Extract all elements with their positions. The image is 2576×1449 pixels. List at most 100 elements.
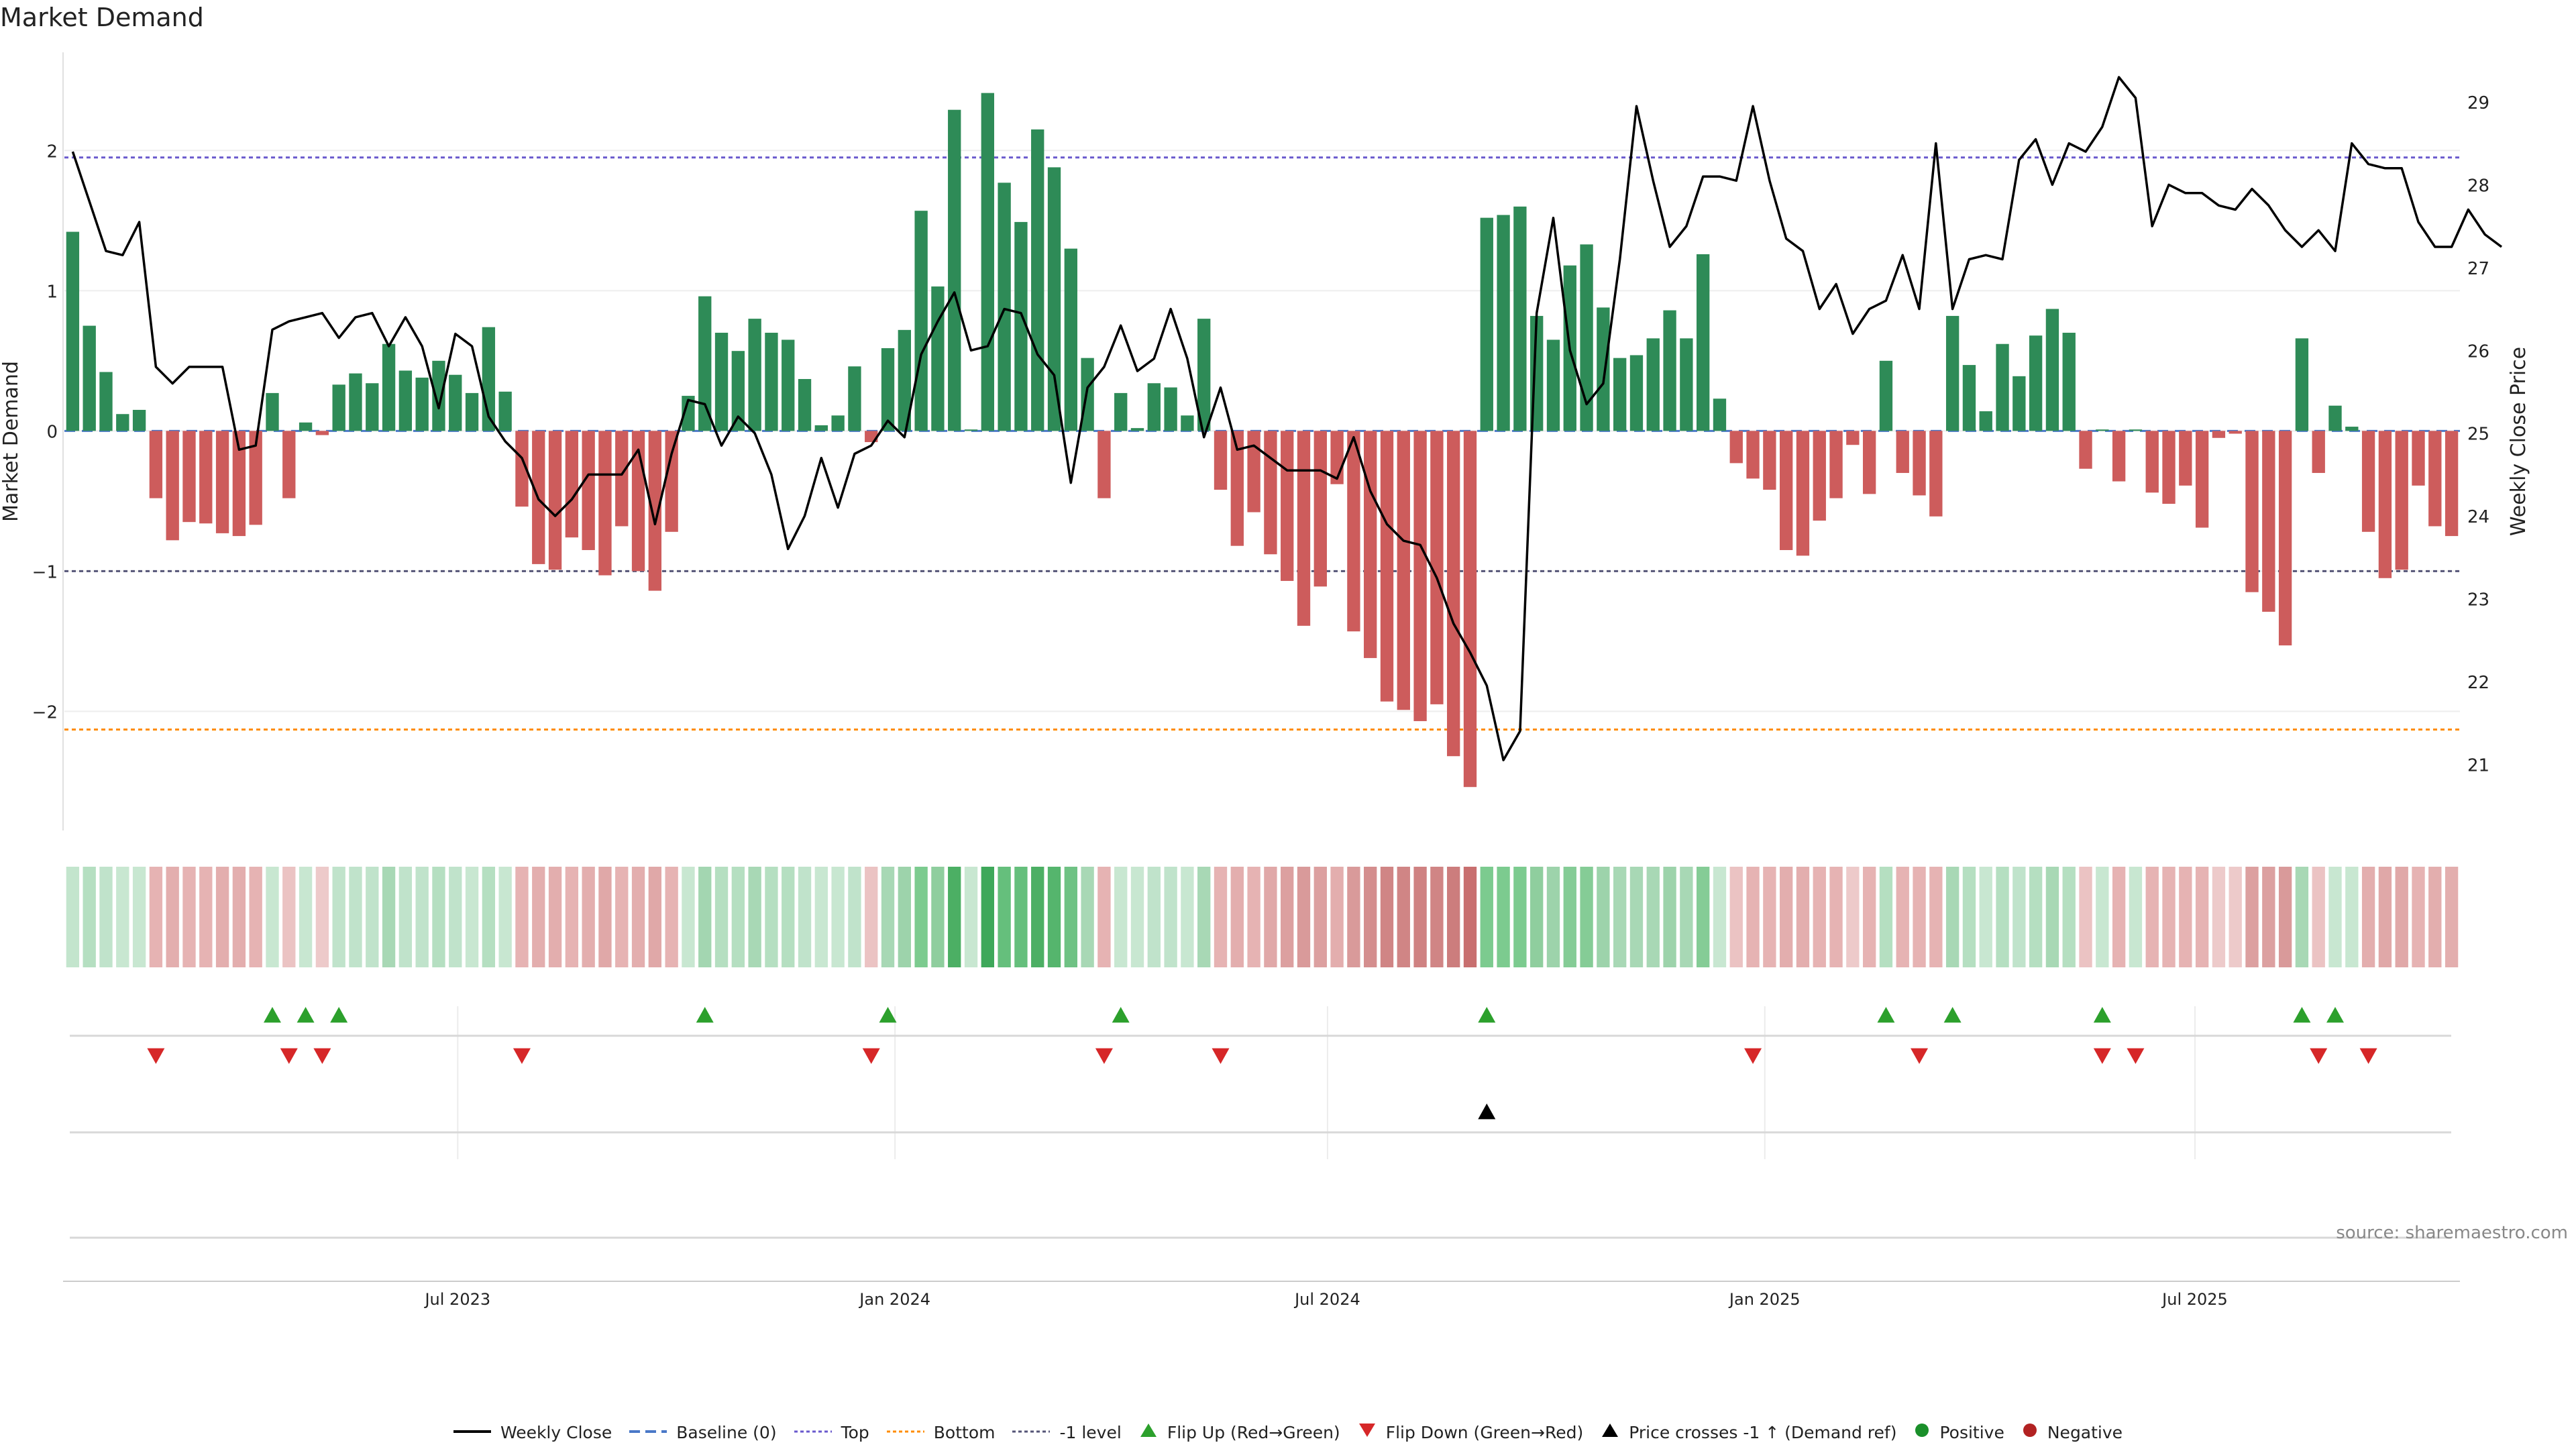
strip-cell [948, 867, 961, 967]
flip-up-marker [297, 1007, 315, 1023]
strip-cell [2395, 867, 2408, 967]
demand-bar [1796, 431, 1810, 556]
demand-bar [2295, 338, 2309, 431]
demand-bar [914, 211, 928, 431]
legend-item-negative: Negative [2022, 1422, 2123, 1442]
strip-cell [132, 867, 146, 967]
demand-bar [2012, 376, 2026, 431]
strip-cell [914, 867, 928, 967]
strip-cell [1047, 867, 1061, 967]
strip-cell [2428, 867, 2442, 967]
demand-bar [1064, 248, 1077, 431]
demand-bar [182, 431, 196, 523]
demand-bar [898, 329, 912, 431]
strip-cell [1097, 867, 1111, 967]
strip-cell [1064, 867, 1077, 967]
demand-bar [282, 431, 296, 498]
strip-cell [1913, 867, 1926, 967]
demand-bar [2062, 333, 2076, 431]
demand-bar [1896, 431, 1909, 474]
strip-cell [1663, 867, 1676, 967]
strip-cell [1862, 867, 1876, 967]
strip-cell [1114, 867, 1128, 967]
strip-cell [1713, 867, 1727, 967]
demand-bar [1197, 319, 1211, 431]
demand-bar [2029, 335, 2043, 431]
strip-cell [1164, 867, 1177, 967]
strip-cell [782, 867, 795, 967]
demand-bar [1696, 254, 1710, 431]
demand-bar [548, 431, 562, 570]
strip-cell [748, 867, 761, 967]
flip-up-marker [2293, 1007, 2311, 1023]
demand-bar [2112, 431, 2126, 482]
y-axis-label: Market Demand [0, 361, 23, 522]
flip-up-marker [1877, 1007, 1895, 1023]
y2-tick-label: 29 [2467, 93, 2489, 113]
demand-bar [682, 396, 695, 431]
strip-cell [1879, 867, 1893, 967]
strip-cell [498, 867, 512, 967]
demand-bar [2195, 431, 2209, 528]
demand-bar [964, 429, 978, 431]
demand-bar [731, 351, 745, 431]
strip-cell [798, 867, 812, 967]
strip-cell [1829, 867, 1843, 967]
demand-bar [249, 431, 262, 525]
flip-up-marker [330, 1007, 348, 1023]
strip-cell [2145, 867, 2159, 967]
legend-top-icon [794, 1423, 832, 1442]
demand-bar [2262, 431, 2275, 612]
demand-bar [2162, 431, 2176, 504]
strip-cell [2295, 867, 2309, 967]
strip-cell [598, 867, 612, 967]
demand-bar [2096, 429, 2109, 431]
demand-bar [1347, 431, 1360, 632]
demand-bar [1031, 129, 1044, 431]
demand-bar [432, 360, 445, 431]
y-tick-label: −1 [32, 562, 58, 582]
strip-cell [1846, 867, 1860, 967]
legend-label: Baseline (0) [676, 1422, 777, 1442]
strip-cell [1680, 867, 1693, 967]
flip-down-marker [2310, 1048, 2328, 1064]
strip-cell [166, 867, 179, 967]
grid-layer [64, 150, 2460, 1239]
strip-cell [2312, 867, 2325, 967]
demand-bar [615, 431, 629, 527]
demand-bar [1879, 360, 1893, 431]
flip-down-marker [1212, 1048, 1230, 1064]
demand-bar [2445, 431, 2459, 537]
legend-label: Flip Down (Green→Red) [1385, 1422, 1584, 1442]
strip-cell [1945, 867, 1960, 967]
strip-cell [199, 867, 213, 967]
y2-tick-label: 24 [2467, 507, 2489, 527]
demand-bar [2278, 431, 2292, 646]
strip-cell [449, 867, 462, 967]
flip-down-marker [1095, 1048, 1113, 1064]
demand-bar [848, 366, 861, 431]
x-tick-label: Jul 2025 [2161, 1290, 2228, 1309]
demand-bar [2312, 431, 2325, 474]
legend-label: Flip Up (Red→Green) [1167, 1422, 1340, 1442]
demand-bar [315, 431, 329, 435]
demand-bar [2328, 405, 2342, 431]
demand-bar [132, 409, 146, 431]
legend-close-icon [453, 1423, 491, 1442]
flip-up-marker [1112, 1007, 1130, 1023]
demand-bar [881, 348, 895, 431]
chart-legend: Weekly Close Baseline (0) Top Bottom -1 leve… [0, 1422, 2576, 1442]
strip-cell [898, 867, 912, 967]
demand-bar [149, 431, 163, 498]
demand-bar [382, 343, 396, 431]
x-tick-label: Jan 2024 [858, 1290, 930, 1309]
strip-cell [2229, 867, 2242, 967]
strip-cell [2445, 867, 2459, 967]
y-tick-label: 1 [46, 282, 58, 302]
strip-cell [931, 867, 945, 967]
demand-bar [1463, 431, 1477, 788]
strip-cell [2262, 867, 2275, 967]
flip-up-marker [879, 1007, 897, 1023]
demand-bar [1862, 431, 1876, 494]
